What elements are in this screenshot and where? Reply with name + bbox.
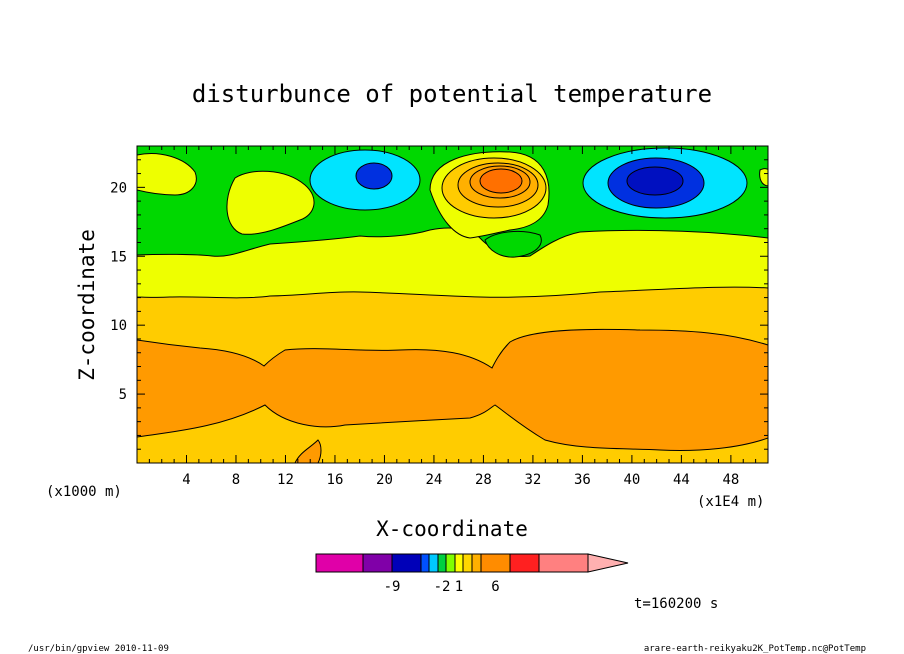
colorbar-label: -2 xyxy=(434,579,451,595)
colorbar-arrow xyxy=(587,553,629,573)
yellow-patch-right xyxy=(759,168,768,187)
x-tick-label: 16 xyxy=(327,472,344,488)
colorbar-swatch xyxy=(538,553,589,573)
y-axis-label: Z-coordinate xyxy=(75,229,99,381)
colorbar: -9 -2 1 6 xyxy=(315,553,629,595)
colorbar-swatch xyxy=(445,553,456,573)
x-axis-label: X-coordinate xyxy=(376,517,528,541)
x-tick-label: 40 xyxy=(623,472,640,488)
x-tick-label: 20 xyxy=(376,472,393,488)
low-cell-42-core xyxy=(626,166,684,196)
x-unit-left: (x1000 m) xyxy=(46,484,122,500)
low-cell-20-core xyxy=(355,162,393,190)
x-tick-label: 24 xyxy=(426,472,443,488)
colorbar-swatch xyxy=(480,553,511,573)
colorbar-label: 1 xyxy=(455,579,463,595)
x-tick-label: 32 xyxy=(524,472,541,488)
colorbar-swatch xyxy=(391,553,422,573)
yellow-patch-center xyxy=(226,170,315,235)
x-tick-label: 48 xyxy=(722,472,739,488)
y-tick-label: 15 xyxy=(110,249,127,265)
x-tick-label: 4 xyxy=(182,472,190,488)
colorbar-swatch xyxy=(462,553,473,573)
colorbar-swatch xyxy=(362,553,393,573)
band-bottom-light xyxy=(137,404,768,463)
y-axis: 5 10 15 20 xyxy=(110,159,768,450)
colorbar-swatch xyxy=(428,553,439,573)
colorbar-swatch xyxy=(471,553,482,573)
colorbar-label: -9 xyxy=(384,579,401,595)
colorbar-swatch xyxy=(454,553,464,573)
colorbar-label: 6 xyxy=(491,579,499,595)
colorbar-swatch xyxy=(315,553,364,573)
x-tick-label: 28 xyxy=(475,472,492,488)
y-tick-label: 20 xyxy=(110,180,127,196)
x-unit-right: (x1E4 m) xyxy=(697,494,764,510)
time-label: t=160200 s xyxy=(634,596,718,612)
orange-patch-bottom xyxy=(294,439,322,463)
high-cell-30-core xyxy=(479,168,523,194)
colorbar-swatch xyxy=(437,553,447,573)
yellow-patch-left xyxy=(137,153,197,196)
x-tick-label: 36 xyxy=(574,472,591,488)
footer-right: arare-earth-reikyaku2K_PotTemp.nc@PotTem… xyxy=(644,644,866,654)
plot-frame xyxy=(136,145,769,464)
x-axis: 4 8 12 16 20 24 28 32 36 40 44 48 xyxy=(148,146,757,488)
chart-title: disturbunce of potential temperature xyxy=(192,80,712,108)
footer-left: /usr/bin/gpview 2010-11-09 xyxy=(28,644,169,654)
x-tick-label: 44 xyxy=(673,472,690,488)
y-tick-label: 5 xyxy=(119,387,127,403)
colorbar-swatch xyxy=(420,553,430,573)
plot-area xyxy=(136,145,769,464)
x-tick-label: 12 xyxy=(277,472,294,488)
y-tick-label: 10 xyxy=(110,318,127,334)
green-notch xyxy=(484,230,542,258)
x-tick-label: 8 xyxy=(232,472,240,488)
colorbar-swatch xyxy=(509,553,540,573)
